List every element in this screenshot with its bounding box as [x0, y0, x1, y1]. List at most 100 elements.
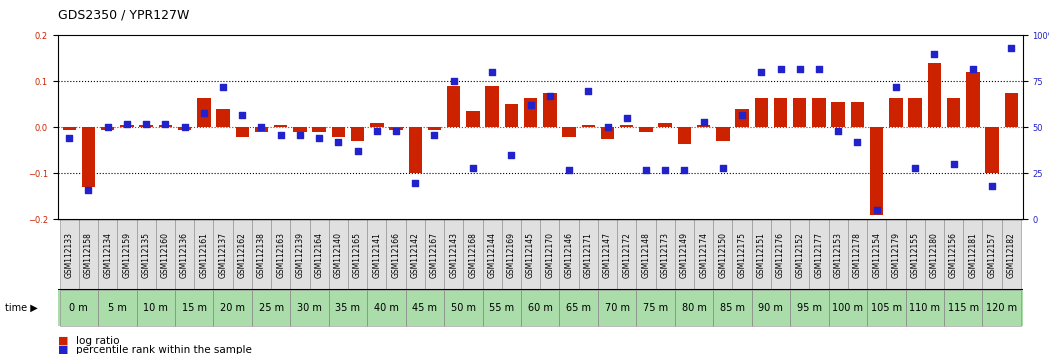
Text: GSM112173: GSM112173 — [661, 232, 669, 278]
Bar — [98, 219, 117, 290]
Bar — [659, 123, 672, 127]
Bar — [966, 72, 980, 127]
Text: GSM112179: GSM112179 — [892, 232, 900, 278]
Text: GSM112154: GSM112154 — [872, 232, 881, 278]
Point — [560, 167, 577, 173]
Point — [522, 103, 539, 108]
Bar — [486, 86, 499, 127]
Bar — [810, 219, 829, 290]
Point — [484, 69, 500, 75]
Text: GSM112160: GSM112160 — [160, 232, 170, 278]
Bar — [754, 97, 768, 127]
Point — [926, 51, 943, 57]
Bar — [309, 219, 328, 290]
Bar — [774, 97, 787, 127]
Text: GSM112170: GSM112170 — [545, 232, 554, 278]
Bar — [367, 219, 386, 290]
Text: 0 m: 0 m — [69, 303, 88, 313]
Text: GSM112144: GSM112144 — [488, 232, 496, 278]
Bar — [905, 219, 925, 290]
Bar — [639, 127, 652, 132]
Bar — [233, 219, 252, 290]
Bar — [406, 290, 444, 326]
Bar — [175, 290, 213, 326]
Text: GSM112147: GSM112147 — [603, 232, 612, 278]
Bar — [908, 97, 922, 127]
Text: GSM112162: GSM112162 — [238, 232, 247, 278]
Point — [580, 88, 597, 93]
Bar — [678, 127, 691, 144]
Bar — [829, 290, 868, 326]
Bar — [983, 290, 1021, 326]
Point — [984, 183, 1001, 189]
Bar — [752, 219, 771, 290]
Bar — [868, 219, 886, 290]
Text: GSM112158: GSM112158 — [84, 232, 93, 278]
Text: GSM112161: GSM112161 — [199, 232, 209, 278]
Text: 95 m: 95 m — [797, 303, 821, 313]
Bar — [79, 219, 98, 290]
Bar — [101, 127, 114, 130]
Text: GSM112176: GSM112176 — [776, 232, 785, 278]
Point — [964, 66, 981, 72]
Point — [292, 132, 308, 138]
Bar — [543, 93, 557, 127]
Bar — [752, 290, 790, 326]
Point — [599, 125, 616, 130]
Text: GSM112169: GSM112169 — [507, 232, 516, 278]
Text: GSM112166: GSM112166 — [391, 232, 401, 278]
Point — [618, 115, 635, 121]
Bar — [121, 125, 133, 127]
Text: GSM112167: GSM112167 — [430, 232, 438, 278]
Point — [811, 66, 828, 72]
Point — [772, 66, 789, 72]
Point — [1003, 45, 1020, 51]
Bar — [735, 109, 749, 127]
Text: GSM112136: GSM112136 — [180, 232, 189, 278]
Text: 120 m: 120 m — [986, 303, 1018, 313]
Bar — [291, 290, 328, 326]
Text: 40 m: 40 m — [374, 303, 399, 313]
Bar — [136, 219, 155, 290]
Text: GSM112159: GSM112159 — [123, 232, 131, 278]
Bar — [252, 219, 271, 290]
Bar — [175, 219, 194, 290]
Bar — [197, 97, 211, 127]
Text: 100 m: 100 m — [832, 303, 863, 313]
Point — [465, 165, 481, 171]
Bar — [444, 219, 464, 290]
Text: 60 m: 60 m — [528, 303, 553, 313]
Bar — [447, 86, 461, 127]
Bar — [98, 290, 136, 326]
Text: GSM112139: GSM112139 — [296, 232, 304, 278]
Bar — [598, 290, 637, 326]
Bar — [985, 127, 999, 173]
Text: 45 m: 45 m — [412, 303, 437, 313]
Bar — [1002, 219, 1021, 290]
Text: 75 m: 75 m — [643, 303, 668, 313]
Text: GSM112151: GSM112151 — [756, 232, 766, 278]
Point — [657, 167, 673, 173]
Text: ■: ■ — [58, 336, 68, 346]
Bar — [428, 127, 442, 130]
Bar — [271, 219, 291, 290]
Text: GSM112143: GSM112143 — [449, 232, 458, 278]
Point — [407, 180, 424, 185]
Bar — [236, 127, 249, 137]
Text: GSM112133: GSM112133 — [65, 232, 73, 278]
Bar — [581, 125, 595, 127]
Bar — [521, 219, 540, 290]
Text: GSM112157: GSM112157 — [987, 232, 997, 278]
Bar — [829, 219, 848, 290]
Text: GSM112174: GSM112174 — [699, 232, 708, 278]
Bar — [771, 219, 790, 290]
Point — [869, 207, 885, 213]
Bar — [983, 219, 1002, 290]
Point — [945, 161, 962, 167]
Point — [714, 165, 731, 171]
Point — [273, 132, 290, 138]
Bar — [291, 219, 309, 290]
Bar — [559, 219, 579, 290]
Bar — [944, 290, 983, 326]
Point — [504, 152, 520, 158]
